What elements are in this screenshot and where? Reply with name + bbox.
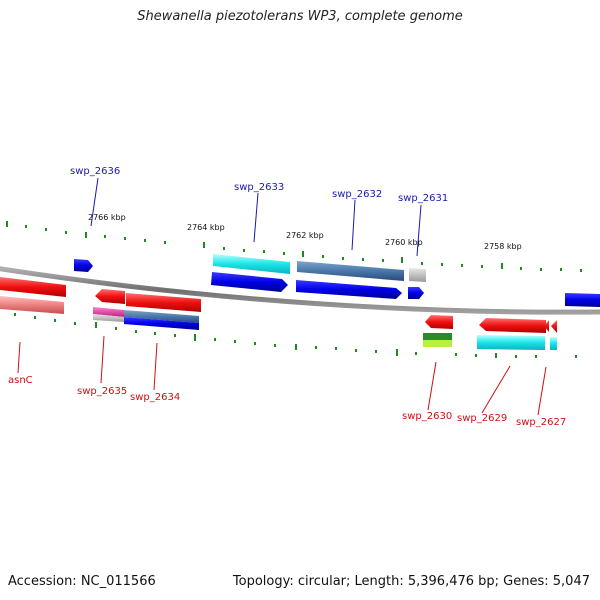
genome-summary: Topology: circular; Length: 5,396,476 bp… [232,574,590,589]
gene-swp-2630-lime[interactable] [423,340,452,347]
gene-swp-2632[interactable] [296,280,402,299]
gene-label-swp-2633[interactable]: swp_2633 [234,182,284,193]
gene-label-swp-2630[interactable]: swp_2630 [402,411,452,422]
gene-swp-2627-cyan[interactable] [550,337,557,350]
gene-right-blue[interactable] [565,293,600,307]
gene-swp-2630[interactable] [425,315,453,329]
gene-swp-2634-blue[interactable] [124,317,199,330]
gene-label-swp-2636[interactable]: swp_2636 [70,166,120,177]
gene-swp-2634[interactable] [126,293,201,312]
gene-label-swp-2631[interactable]: swp_2631 [398,193,448,204]
gene-asnC[interactable] [0,277,66,297]
gene-swp-2631-gray[interactable] [409,268,426,282]
inner-tick-ring [14,313,577,358]
gene-swp-2629-cyan[interactable] [477,335,545,350]
gene-label-swp-2629[interactable]: swp_2629 [457,413,507,424]
gene-swp-2636[interactable] [74,259,93,272]
gene-asnC-pink[interactable] [0,296,64,314]
gene-label-swp-2627[interactable]: swp_2627 [516,417,566,428]
scale-label: 2760 kbp [385,238,423,247]
reverse-strand-genes [0,277,557,350]
gene-swp-2632-steel[interactable] [297,261,404,281]
forward-strand-genes [74,254,600,307]
scale-label: 2764 kbp [187,223,225,232]
label-leader-lines [17,177,547,416]
genome-title: Shewanella piezotolerans WP3, complete g… [137,9,463,24]
gene-label-swp-2635[interactable]: swp_2635 [77,386,127,397]
gene-swp-2627-a[interactable] [544,320,549,332]
gene-swp-2633[interactable] [211,272,288,292]
scale-label: 2766 kbp [88,213,126,222]
gene-labels: swp_2636 swp_2633 swp_2632 swp_2631 asnC… [8,166,566,428]
genome-backbone [0,266,600,315]
scale-labels: 2766 kbp 2764 kbp 2762 kbp 2760 kbp 2758… [88,213,522,251]
gene-swp-2635-gray[interactable] [93,314,124,322]
gene-swp-2634-steel[interactable] [124,310,199,323]
accession-label: Accession: NC_011566 [8,574,156,589]
gene-swp-2631[interactable] [408,287,424,299]
gene-label-swp-2634[interactable]: swp_2634 [130,392,180,403]
gene-swp-2633-cyan[interactable] [213,254,290,274]
scale-label: 2758 kbp [484,242,522,251]
outer-tick-ring [6,221,582,272]
scale-label: 2762 kbp [286,231,324,240]
gene-swp-2629[interactable] [479,318,546,333]
gene-swp-2630-green[interactable] [423,333,452,340]
gene-swp-2635-magenta[interactable] [93,307,124,317]
gene-label-asnC[interactable]: asnC [8,375,33,386]
gene-label-swp-2632[interactable]: swp_2632 [332,189,382,200]
gene-swp-2635[interactable] [95,289,125,304]
gene-swp-2627[interactable] [551,320,557,333]
